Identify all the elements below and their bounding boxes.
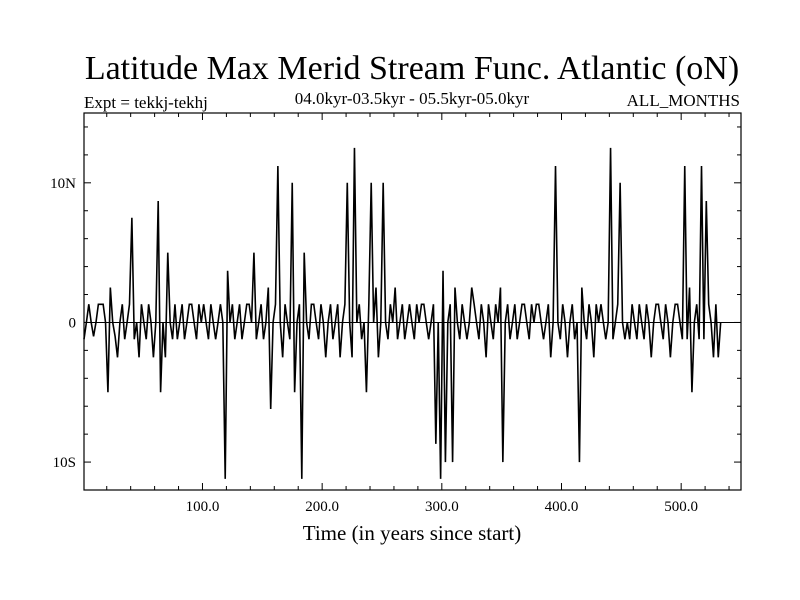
chart-title: Latitude Max Merid Stream Func. Atlantic… xyxy=(85,50,739,87)
x-tick-label: 500.0 xyxy=(664,499,698,515)
y-tick-label: 10N xyxy=(50,176,76,192)
y-tick-label: 0 xyxy=(69,315,77,331)
series-line xyxy=(83,147,722,479)
series-layer xyxy=(83,147,722,479)
plot-frame xyxy=(83,112,742,491)
x-tick-label: 200.0 xyxy=(305,499,339,515)
period-label: 04.0kyr-03.5kyr - 05.5kyr-05.0kyr xyxy=(295,89,530,108)
x-tick-label: 400.0 xyxy=(545,499,579,515)
x-tick-label: 100.0 xyxy=(186,499,220,515)
y-tick-label: 10S xyxy=(53,455,76,471)
tick-layer: 100.0 200.0 300.0 400.0 500.0 10S 0 10N xyxy=(50,113,741,515)
experiment-label: Expt = tekkj-tekhj xyxy=(84,93,208,112)
months-label: ALL_MONTHS xyxy=(627,91,740,110)
x-axis-label: Time (in years since start) xyxy=(303,521,522,545)
x-tick-label: 300.0 xyxy=(425,499,459,515)
